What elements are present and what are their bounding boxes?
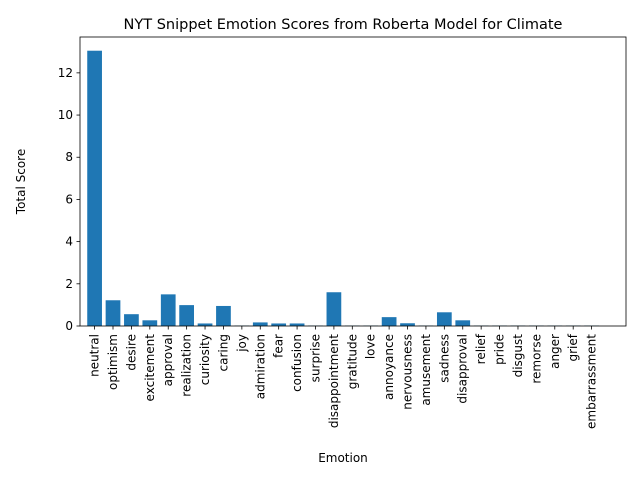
y-tick-label: 6 — [65, 192, 73, 206]
x-axis-title: Emotion — [318, 451, 368, 465]
bar-excitement — [142, 320, 158, 326]
x-tick-label-approval: approval — [161, 334, 175, 386]
x-tick-label-grief: grief — [566, 333, 580, 361]
x-tick-label-embarrassment: embarrassment — [585, 334, 599, 429]
x-tick-label-realization: realization — [180, 334, 194, 397]
bar-curiosity — [197, 323, 213, 326]
bars — [87, 50, 599, 327]
bar-approval — [160, 294, 176, 326]
x-tick-label-remorse: remorse — [529, 334, 543, 384]
y-axis: 0 2 4 6 8 10 12 — [58, 66, 80, 333]
y-tick-label: 0 — [65, 319, 73, 333]
plot-frame — [79, 36, 627, 327]
x-tick-label-gratitude: gratitude — [345, 334, 359, 389]
x-tick-label-excitement: excitement — [143, 334, 157, 402]
x-tick-label-joy: joy — [235, 334, 249, 353]
bar-nervousness — [400, 323, 415, 326]
x-tick-label-sadness: sadness — [437, 334, 451, 383]
x-tick-label-admiration: admiration — [253, 334, 267, 399]
bar-neutral — [87, 50, 102, 327]
bar-optimism — [105, 300, 121, 326]
x-tick-label-neutral: neutral — [88, 334, 102, 377]
y-tick-label: 4 — [65, 235, 73, 249]
x-tick-label-caring: caring — [216, 334, 230, 371]
x-tick-label-disapproval: disapproval — [456, 334, 470, 404]
bar-sadness — [436, 312, 452, 326]
x-tick-label-amusement: amusement — [419, 334, 433, 406]
x-tick-label-nervousness: nervousness — [401, 334, 415, 410]
x-tick-label-surprise: surprise — [308, 334, 322, 382]
y-tick-label: 2 — [65, 277, 73, 291]
y-tick-label: 10 — [58, 108, 73, 122]
chart-title: NYT Snippet Emotion Scores from Roberta … — [124, 17, 563, 33]
bar-confusion — [289, 323, 305, 326]
y-tick-label: 8 — [65, 150, 73, 164]
bar-caring — [216, 305, 231, 326]
bar-realization — [179, 305, 194, 326]
y-axis-title: Total Score — [14, 149, 28, 215]
bar-annoyance — [381, 317, 397, 326]
x-axis: neutral optimism desire excitement approval r… — [88, 326, 599, 429]
x-tick-label-pride: pride — [493, 334, 507, 365]
x-tick-label-optimism: optimism — [106, 334, 120, 390]
x-tick-label-desire: desire — [124, 334, 138, 371]
y-tick-label: 12 — [58, 66, 73, 80]
x-tick-label-disgust: disgust — [511, 334, 525, 378]
x-tick-label-annoyance: annoyance — [382, 334, 396, 400]
x-tick-label-relief: relief — [474, 333, 488, 364]
bar-disapproval — [455, 320, 471, 326]
x-tick-label-fear: fear — [272, 334, 286, 358]
x-tick-label-curiosity: curiosity — [198, 334, 212, 385]
x-tick-label-love: love — [364, 334, 378, 359]
x-tick-label-disappointment: disappointment — [327, 334, 341, 428]
x-tick-label-confusion: confusion — [290, 334, 304, 392]
x-tick-label-anger: anger — [548, 334, 562, 369]
bar-disappointment — [326, 292, 342, 326]
bar-desire — [124, 314, 139, 326]
bar-fear — [271, 323, 287, 326]
bar-admiration — [252, 322, 268, 326]
